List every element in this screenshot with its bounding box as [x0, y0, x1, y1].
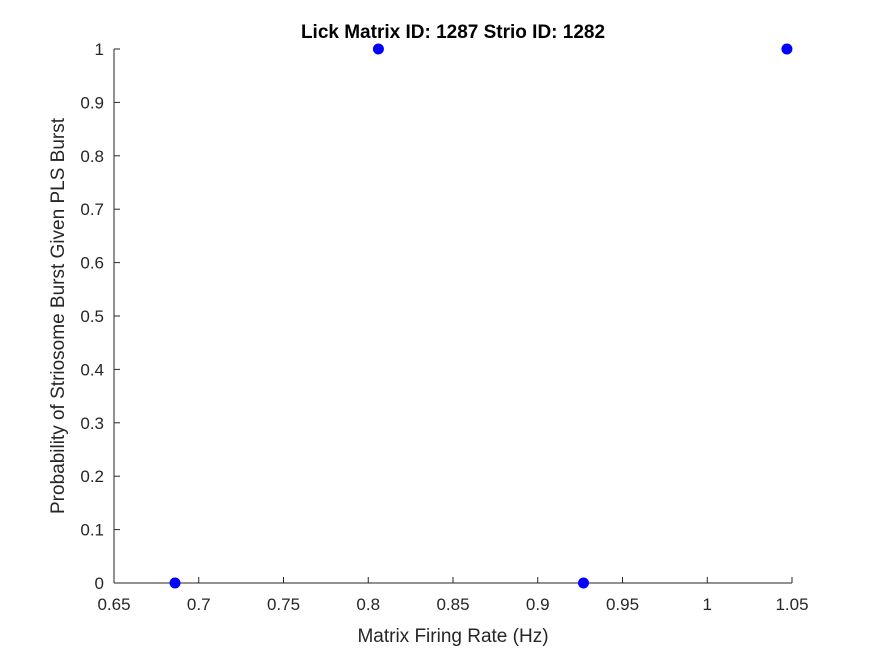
y-tick-label: 0.5 — [80, 307, 104, 326]
y-tick-label: 0.1 — [80, 521, 104, 540]
data-point — [781, 43, 793, 55]
plot-axes: 0.65 0.7 0.75 0.8 0.85 0.9 0.95 1 1.05 0 0.1 0.2 0.3… — [80, 40, 808, 614]
x-tick-label: 1 — [703, 595, 712, 614]
x-tick-label: 0.85 — [436, 595, 469, 614]
y-tick-label: 0.3 — [80, 414, 104, 433]
data-point — [578, 577, 590, 589]
x-axis-label: Matrix Firing Rate (Hz) — [357, 626, 548, 647]
y-tick-label: 1 — [95, 40, 104, 59]
x-tick-label: 0.7 — [187, 595, 211, 614]
y-tick-label: 0.2 — [80, 467, 104, 486]
y-tick-label: 0 — [95, 574, 104, 593]
y-tick-label: 0.4 — [80, 360, 104, 379]
x-tick-label: 0.95 — [606, 595, 639, 614]
data-point — [169, 577, 181, 589]
data-points — [169, 43, 793, 589]
x-tick-label: 0.9 — [526, 595, 550, 614]
data-point — [372, 43, 384, 55]
x-tick-label: 1.05 — [775, 595, 808, 614]
x-tick-label: 0.75 — [267, 595, 300, 614]
y-tick-label: 0.7 — [80, 200, 104, 219]
y-axis-label: Probability of Striosome Burst Given PLS… — [48, 117, 69, 514]
y-tick-label: 0.6 — [80, 254, 104, 273]
y-tick-label: 0.8 — [80, 147, 104, 166]
y-tick-label: 0.9 — [80, 93, 104, 112]
x-tick-label: 0.8 — [356, 595, 380, 614]
x-tick-label: 0.65 — [97, 595, 130, 614]
chart-title: Lick Matrix ID: 1287 Strio ID: 1282 — [301, 22, 605, 43]
